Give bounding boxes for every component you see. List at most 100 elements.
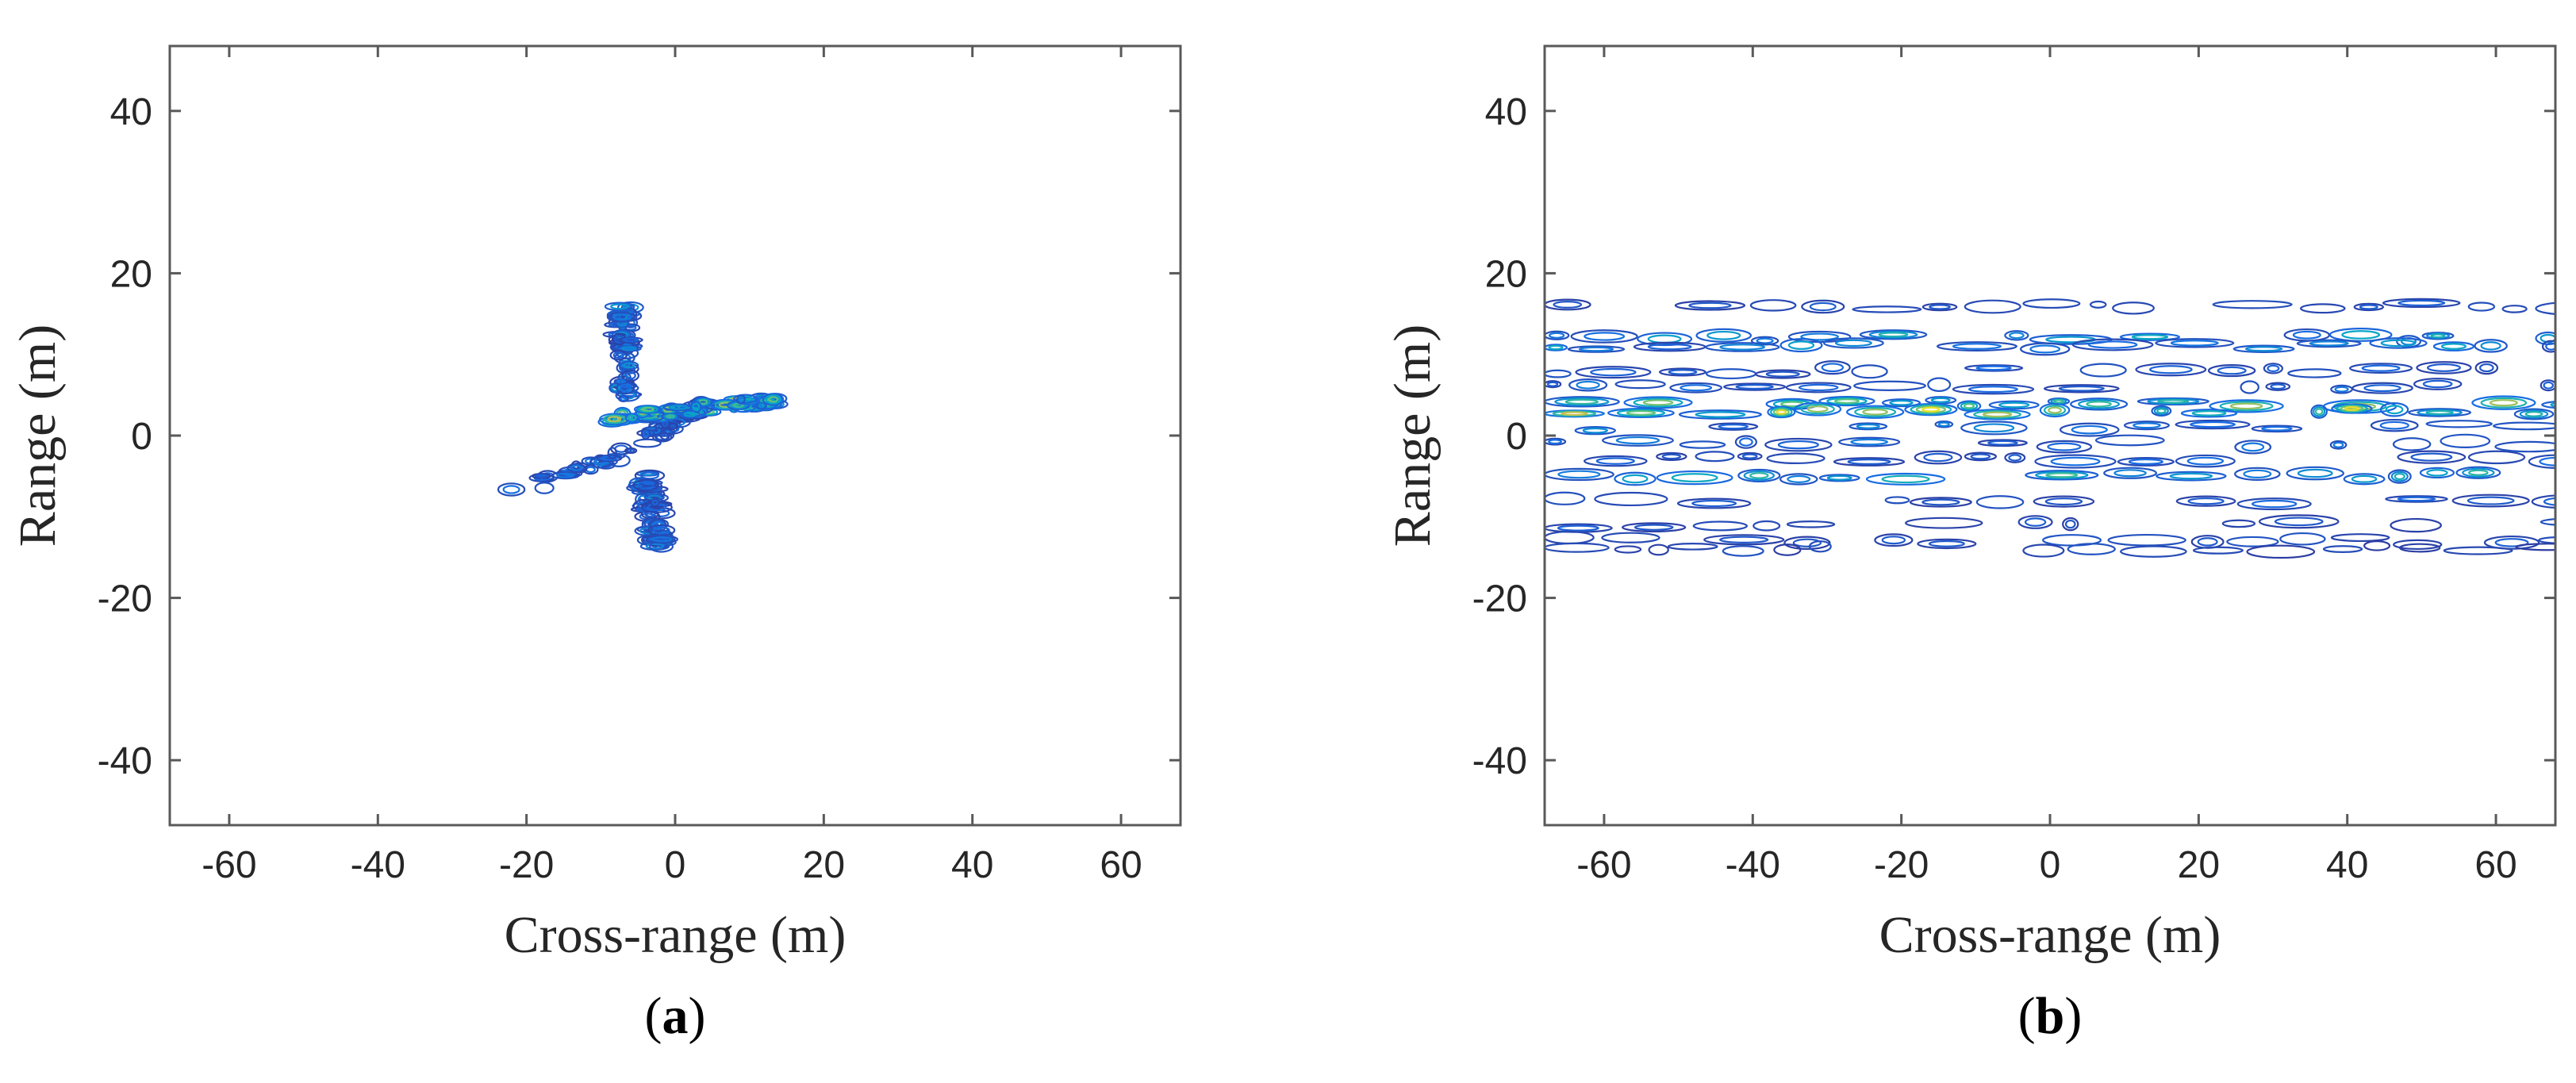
contour-band [2394, 472, 2405, 481]
contour-band [2151, 405, 2172, 417]
contour-band [2232, 344, 2295, 353]
contour-band [1669, 382, 1723, 394]
contour-band [1548, 332, 1565, 339]
contour-band [2212, 300, 2293, 309]
contour-band [1814, 360, 1851, 375]
contour-band [2169, 472, 2213, 480]
contour-band [1952, 383, 2035, 395]
contour-band [2353, 302, 2385, 312]
contour-band [1776, 409, 1787, 415]
contour-band [1615, 436, 1660, 445]
contour-band [1854, 406, 1897, 417]
contour-band [2156, 470, 2227, 482]
contour-band [2279, 532, 2326, 546]
contour-band [1545, 330, 1570, 340]
contour-band [2117, 457, 2175, 467]
contour-band [2426, 469, 2448, 477]
contour-band [1881, 474, 1930, 484]
contour-band [1634, 524, 1674, 531]
contour-band [1704, 342, 1780, 352]
contour-band [2033, 495, 2095, 508]
contour-band [2313, 405, 2326, 417]
contour-band [1968, 386, 2018, 394]
contour-band [2071, 424, 2108, 435]
contour-band [2440, 433, 2491, 449]
contour-band [2314, 408, 2324, 416]
contour-band [2494, 538, 2529, 547]
contour-band [2443, 546, 2513, 555]
contour-band [1917, 538, 1977, 550]
contour-band [1602, 434, 1674, 447]
contour-wing-body [633, 405, 662, 414]
contour-band [1765, 371, 1800, 378]
contour-wing-body [768, 396, 779, 403]
contour-band [2207, 364, 2256, 378]
contour-band [1680, 384, 1713, 392]
panel-label-a: (a) [645, 987, 706, 1045]
contour-band [1705, 368, 1757, 380]
contour-band [1722, 545, 1764, 557]
contour-tail-fin-upper [614, 335, 624, 344]
contour-band [1557, 524, 1599, 532]
contour-band [2331, 403, 2373, 414]
contour-band [1973, 423, 2015, 433]
contour-band [2349, 363, 2413, 374]
contour-band [1826, 397, 1868, 405]
contour-band [2408, 408, 2472, 417]
contour-band [1809, 301, 1837, 312]
contour-band [2246, 544, 2316, 559]
contour-fuselage [566, 463, 586, 473]
contour-band [2036, 440, 2093, 454]
contour-band [2540, 379, 2555, 392]
contour-band [1921, 406, 1941, 413]
panel-label-close-paren: ) [2064, 987, 2082, 1045]
ticks-a: -60 -40 -20 0 20 40 60 -40 -20 0 20 40 [98, 46, 1181, 886]
contour-band [1783, 536, 1831, 550]
contour-band [2421, 332, 2455, 340]
contour-wing-body [624, 413, 639, 423]
contour-band [1838, 436, 1901, 447]
contour-band [1647, 334, 1682, 344]
contour-band [1975, 495, 2025, 509]
x-tick-label: -20 [1874, 844, 1929, 886]
contour-tail-fin-upper [623, 362, 635, 369]
contour-band [2131, 334, 2169, 340]
contour-wing-body [736, 394, 746, 405]
contour-band [2432, 341, 2475, 351]
contour-band [1833, 457, 1906, 467]
contour-band [1852, 305, 1922, 313]
contour-band [1956, 400, 1982, 412]
contour-band [2467, 450, 2526, 465]
contour-band [1921, 498, 1960, 506]
contour-wing-body [738, 396, 745, 403]
contour-band [2335, 404, 2369, 413]
contour-band [1785, 382, 1852, 394]
contour-band [1929, 304, 1951, 310]
contour-wing-body [692, 402, 701, 411]
contour-tail-fin-upper [620, 346, 637, 351]
contour-band [1622, 522, 1687, 533]
contour-band [1718, 424, 1749, 430]
contour-fuselage [497, 482, 526, 497]
contour-band [1734, 435, 1757, 449]
contour-band [1798, 383, 1839, 392]
y-tick-label: 20 [110, 253, 152, 295]
contour-band [2128, 458, 2163, 465]
contour-band [2236, 497, 2312, 511]
contour-band [2310, 404, 2328, 419]
contour-band [2322, 545, 2363, 553]
contour-band [2515, 543, 2555, 551]
contour-band [1695, 411, 1746, 418]
contour-band [2135, 363, 2207, 377]
contour-wing-body [758, 403, 766, 409]
contour-band [2422, 379, 2453, 389]
contour-band [1557, 470, 1601, 479]
contour-band [1545, 409, 1605, 418]
contour-band [2070, 397, 2129, 411]
contour-band [2058, 385, 2105, 392]
contour-band [1568, 378, 1608, 392]
contour-fuselage [593, 458, 608, 467]
contour-wing-body [627, 414, 637, 421]
contour-band [1723, 382, 1787, 391]
contour-band [1658, 367, 1706, 377]
